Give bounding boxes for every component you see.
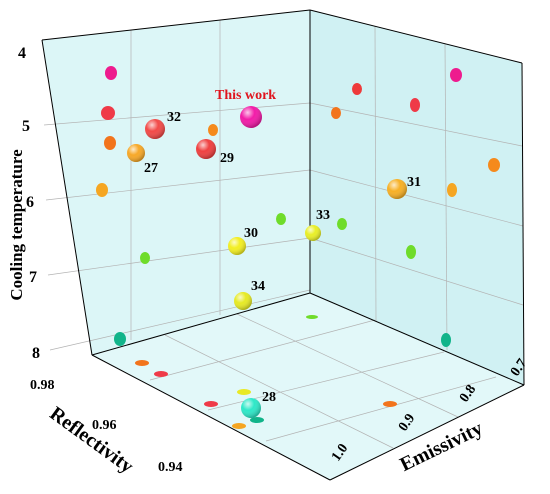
reflectivity-tick-label: 0.98	[30, 378, 55, 393]
frame-edge	[521, 62, 525, 386]
data-sphere-shade	[387, 179, 407, 199]
reflectivity-tick-label: 0.96	[92, 418, 117, 433]
pane-group	[42, 10, 524, 480]
grid-line	[45, 169, 311, 201]
projection-dot	[140, 252, 150, 264]
data-sphere-shade	[240, 106, 262, 128]
grid-lines	[43, 20, 524, 481]
grid-line	[444, 43, 448, 351]
data-sphere-label: 34	[251, 279, 265, 294]
projection-dot	[135, 360, 149, 366]
frame-edge	[309, 292, 525, 386]
grid-line	[309, 169, 524, 227]
projection-dot	[105, 66, 117, 80]
grid-line	[309, 102, 523, 147]
projection-dot	[101, 106, 115, 120]
grid-line	[374, 25, 377, 323]
grid-line	[164, 334, 394, 449]
projection-dot	[276, 213, 286, 225]
projection-dot	[447, 183, 457, 197]
projection-dot	[410, 98, 420, 112]
z-tick-label: 7	[29, 269, 37, 286]
data-sphere-shade	[234, 292, 252, 310]
data-sphere-shade	[127, 144, 145, 162]
reflectivity-ticks: 0.98 0.96 0.94	[30, 378, 183, 475]
back-wall-pane	[42, 10, 310, 355]
projection-dot	[306, 315, 318, 319]
reflectivity-axis-title: Reflectivity	[46, 403, 138, 478]
projection-dot	[331, 107, 341, 119]
frame-edge	[91, 292, 311, 356]
z-tick-label: 4	[18, 45, 26, 62]
data-sphere-shade	[241, 398, 261, 418]
projection-dot	[441, 333, 451, 347]
data-sphere-shade	[145, 119, 165, 139]
side-wall-pane	[310, 10, 524, 385]
data-sphere-label: This work	[215, 88, 276, 103]
projection-dots	[96, 66, 500, 429]
frame-edge	[41, 39, 93, 356]
projection-dot	[154, 371, 168, 377]
grid-line	[49, 289, 311, 351]
data-sphere-shade	[305, 225, 321, 241]
projection-dot	[204, 401, 218, 407]
grid-line	[236, 313, 459, 418]
grid-line	[43, 102, 311, 126]
z-tick-label: 5	[22, 118, 30, 135]
z-tick-label: 6	[26, 194, 34, 211]
data-sphere-label: 29	[220, 151, 234, 166]
projection-dot	[406, 245, 416, 259]
z-axis-title: Cooling temperature	[7, 149, 26, 301]
projection-dot	[337, 218, 347, 230]
grid-line	[149, 319, 376, 381]
projection-dot	[450, 68, 462, 82]
projection-dot	[352, 83, 362, 95]
projection-dot	[96, 183, 108, 197]
grid-line	[309, 237, 524, 306]
projection-dot	[114, 332, 126, 346]
reflectivity-tick-label: 0.94	[158, 460, 183, 475]
projection-dot	[104, 136, 116, 150]
frame-edge	[329, 384, 525, 481]
grid-line	[47, 237, 311, 276]
projection-dot	[208, 124, 218, 136]
projection-dot	[237, 389, 251, 395]
data-sphere-shade	[228, 237, 246, 255]
box-frame	[41, 9, 525, 481]
frame-edge	[41, 9, 311, 41]
data-sphere-label: 28	[262, 390, 276, 405]
data-sphere-label: 27	[144, 161, 158, 176]
grid-line	[265, 376, 497, 442]
projection-dot	[383, 401, 397, 407]
frame-edge	[309, 9, 523, 64]
data-sphere-label: 30	[244, 226, 258, 241]
projection-dot	[232, 423, 246, 429]
data-spheres: This work 32 27 29 31 33 30 34 28	[127, 88, 421, 418]
z-tick-label: 8	[32, 345, 40, 362]
projection-dot	[488, 158, 500, 172]
z-ticks: 4 5 6 7 8	[18, 45, 40, 362]
floor-pane	[92, 293, 524, 480]
data-sphere-label: 32	[167, 110, 181, 125]
frame-edge	[91, 354, 331, 481]
data-sphere-label: 33	[316, 208, 330, 223]
projection-dot	[250, 417, 264, 423]
data-sphere-label: 31	[407, 175, 421, 190]
data-sphere-shade	[196, 139, 216, 159]
